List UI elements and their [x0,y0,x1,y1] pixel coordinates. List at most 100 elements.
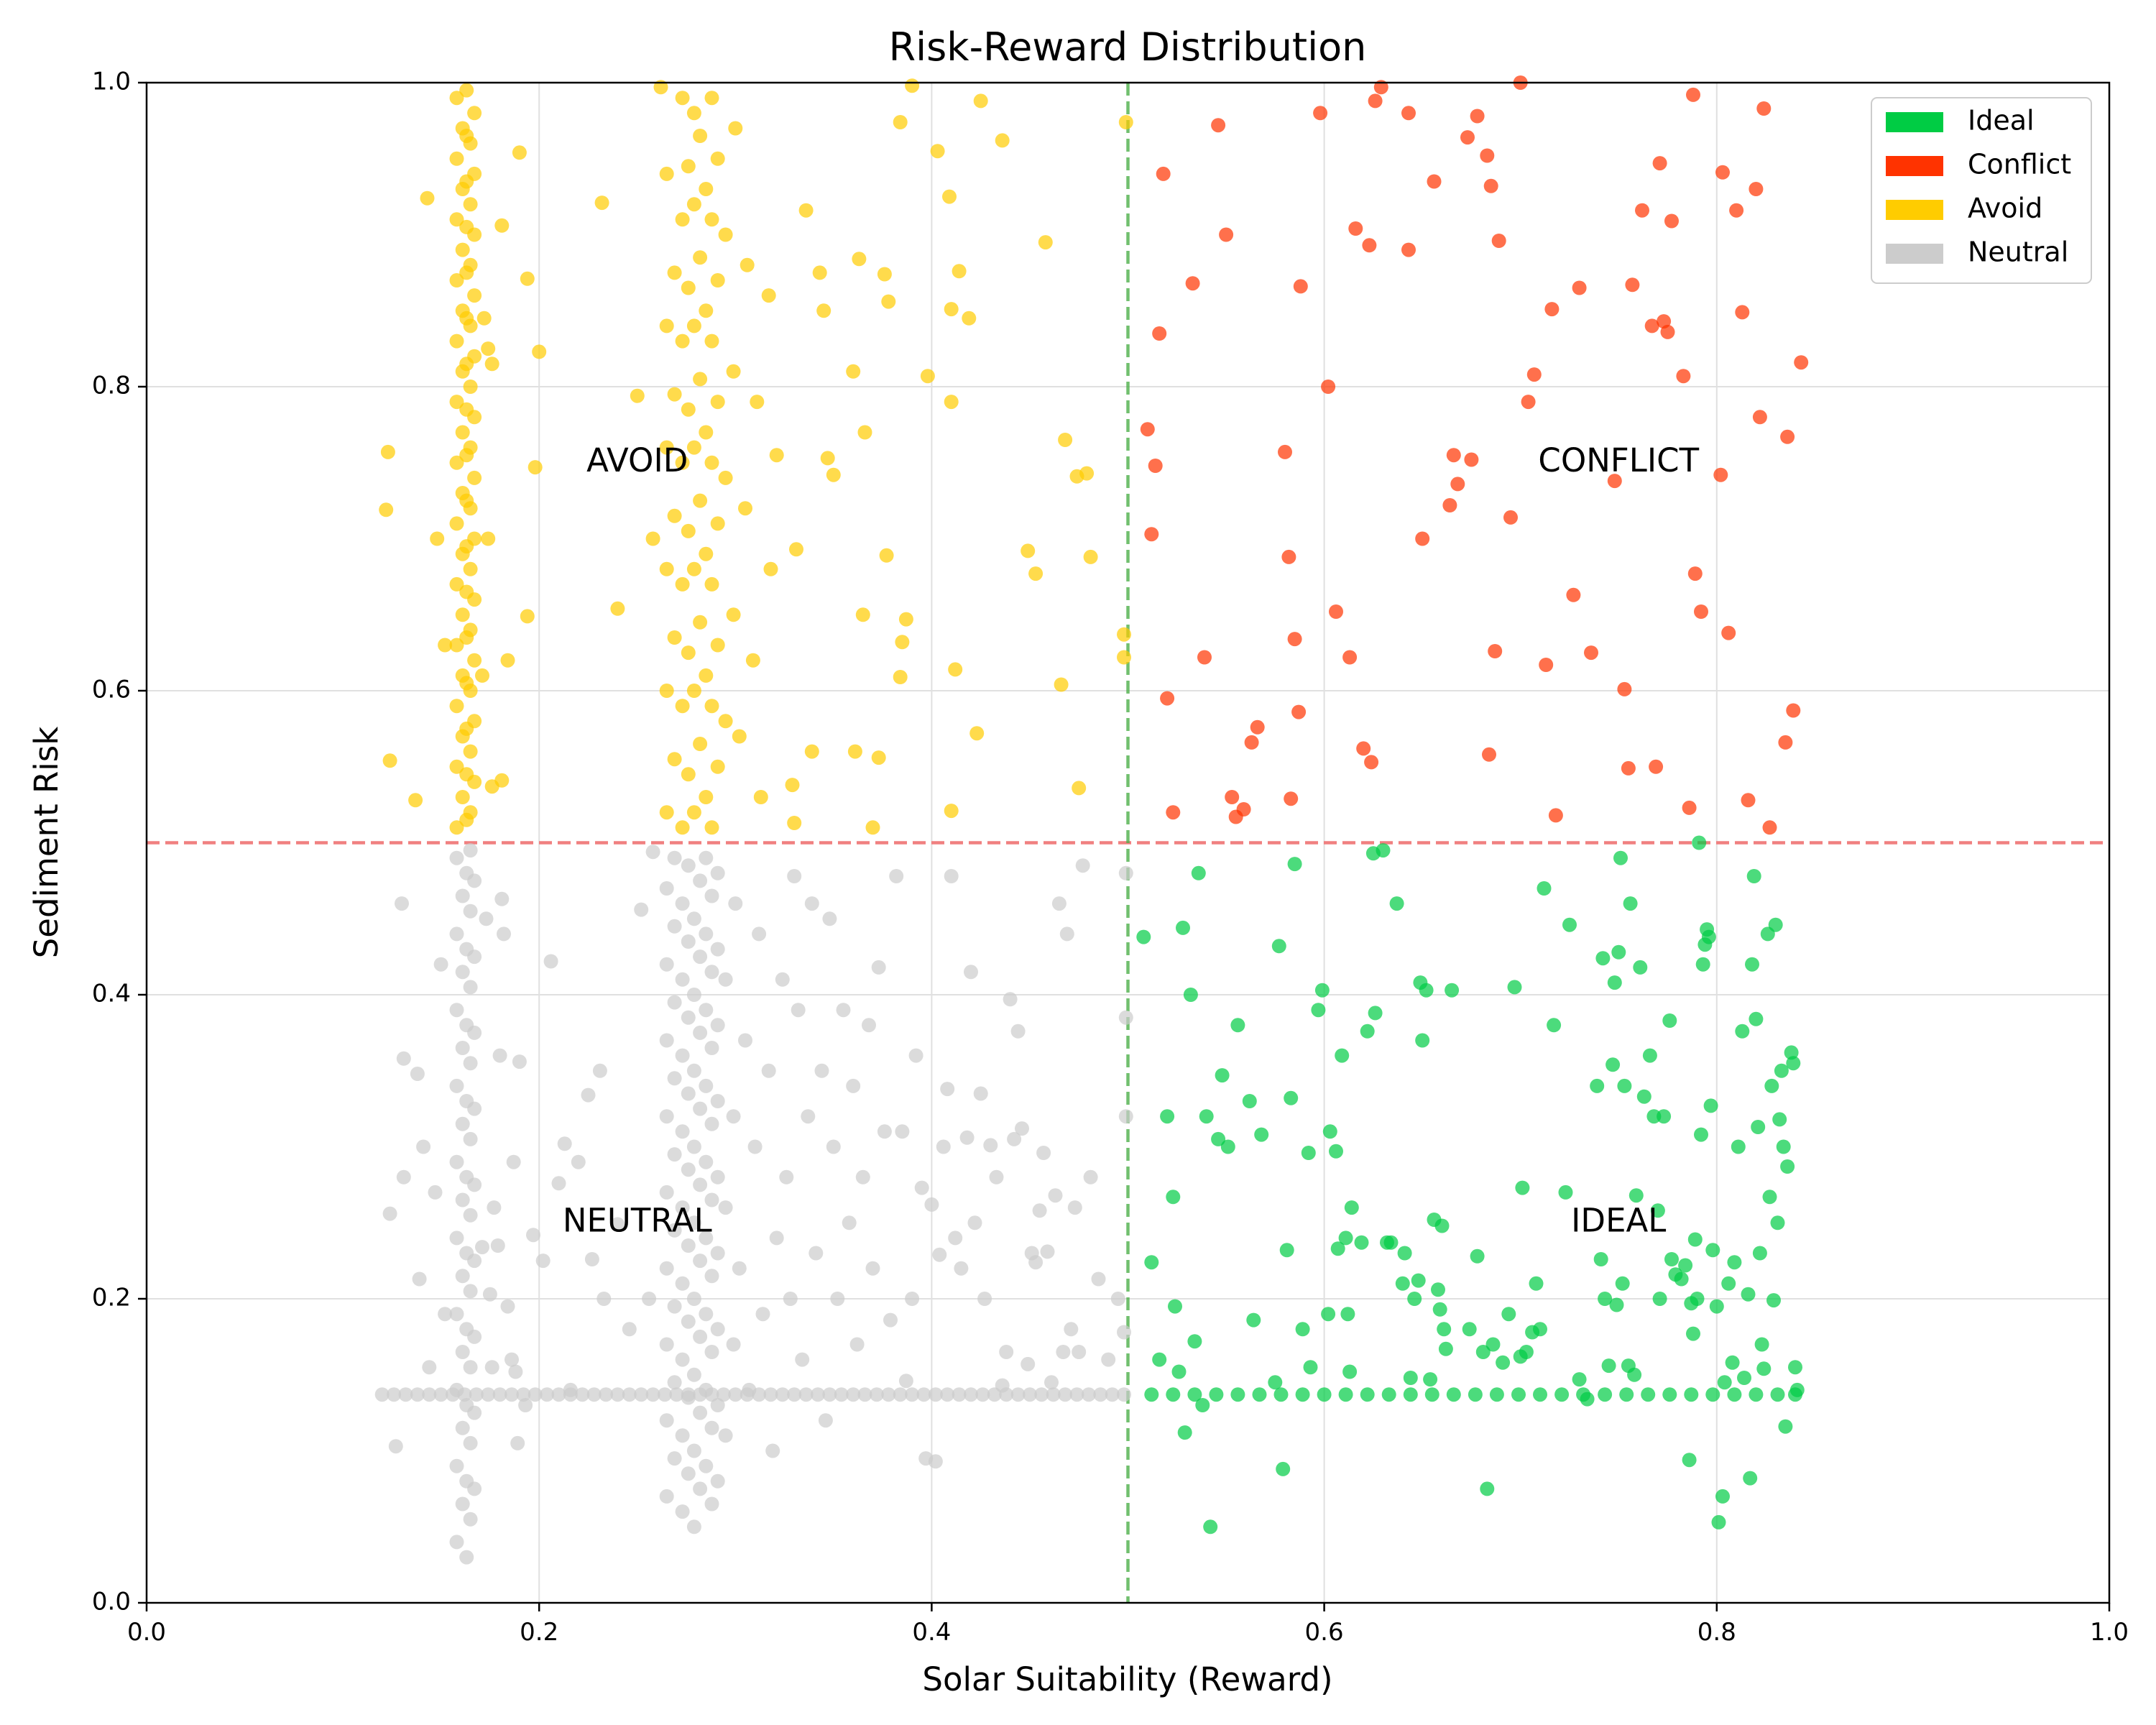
point-neutral [871,960,886,975]
point-avoid [973,93,988,109]
point-avoid [704,699,719,714]
point-conflict [1185,276,1200,291]
point-neutral [693,1177,708,1192]
point-neutral [667,1071,682,1086]
point-ideal [1657,1109,1672,1124]
point-neutral [1040,1244,1055,1259]
point-conflict [1250,719,1265,735]
point-neutral [898,1374,913,1389]
point-neutral [479,911,494,926]
point-conflict [1548,808,1563,823]
point-neutral [761,1063,776,1078]
point-conflict [1291,704,1307,719]
point-neutral [667,1375,682,1390]
point-neutral [704,1041,719,1055]
point-neutral [1010,1387,1026,1402]
point-neutral [410,1067,425,1081]
point-neutral [769,1230,784,1246]
point-neutral [396,1169,411,1184]
point-ideal [1434,1218,1450,1233]
point-conflict [1735,305,1750,320]
point-neutral [469,1387,484,1402]
point-neutral [622,1387,637,1402]
point-conflict [1539,658,1554,672]
point-neutral [1048,1188,1063,1203]
point-neutral [575,1387,590,1402]
point-neutral [940,1387,955,1402]
point-ideal [1619,1387,1634,1402]
point-ideal [1725,1355,1740,1370]
point-avoid [520,271,535,286]
point-neutral [916,1387,931,1402]
point-avoid [408,793,423,808]
point-ideal [1735,1024,1750,1039]
point-ideal [1770,1215,1785,1230]
point-avoid [1072,781,1087,796]
point-ideal [1501,1307,1516,1322]
legend-label-conflict: Conflict [1968,149,2071,180]
point-ideal [1515,1180,1530,1195]
point-avoid [463,257,478,272]
point-ideal [1354,1235,1369,1250]
point-neutral [374,1387,390,1402]
point-neutral [995,1378,1010,1393]
point-avoid [686,318,701,334]
point-neutral [412,1271,427,1287]
point-ideal [1335,1048,1350,1063]
point-ideal [1295,1387,1310,1402]
point-ideal [1674,1271,1689,1287]
point-conflict [1197,650,1212,665]
point-ideal [1784,1045,1799,1060]
point-ideal [1721,1276,1736,1291]
point-neutral [959,1130,975,1145]
point-ideal [1613,850,1628,865]
point-avoid [942,189,957,204]
point-neutral [699,1458,714,1473]
point-neutral [783,1292,798,1306]
point-neutral [877,1124,892,1139]
point-avoid [879,548,894,563]
point-neutral [763,1387,778,1402]
point-conflict [1460,130,1475,145]
point-neutral [675,1352,690,1367]
point-neutral [592,1063,607,1078]
point-ideal [1715,1489,1730,1504]
point-ideal [1737,1371,1751,1385]
point-neutral [686,1139,701,1154]
point-ideal [1187,1387,1202,1402]
point-avoid [449,638,464,653]
point-conflict [1342,650,1358,665]
point-avoid [675,820,690,835]
point-neutral [675,1048,690,1063]
point-neutral [718,1428,733,1443]
point-neutral [779,1169,794,1184]
point-ideal [1547,1018,1562,1033]
point-neutral [699,1154,714,1169]
point-neutral [634,1387,649,1402]
point-avoid [710,273,725,288]
point-neutral [846,1387,861,1402]
point-avoid [494,773,510,788]
point-avoid [1021,543,1036,558]
point-neutral [1032,1203,1047,1218]
point-neutral [686,911,701,926]
point-neutral [506,1154,521,1169]
point-avoid [481,531,496,546]
point-neutral [449,926,464,942]
point-neutral [449,1230,464,1246]
point-ideal [1383,1235,1399,1250]
point-ideal [1529,1276,1544,1291]
point-neutral [528,1387,543,1402]
y-axis-label: Sediment Risk [27,727,65,959]
point-conflict [1480,148,1495,163]
point-neutral [681,1086,696,1101]
point-conflict [1321,380,1336,394]
x-tick-label: 0.4 [912,1618,951,1647]
point-avoid [1038,235,1053,250]
point-conflict [1450,477,1465,492]
point-avoid [532,344,547,359]
point-neutral [795,1352,810,1367]
point-neutral [808,1246,824,1261]
point-avoid [379,502,394,518]
